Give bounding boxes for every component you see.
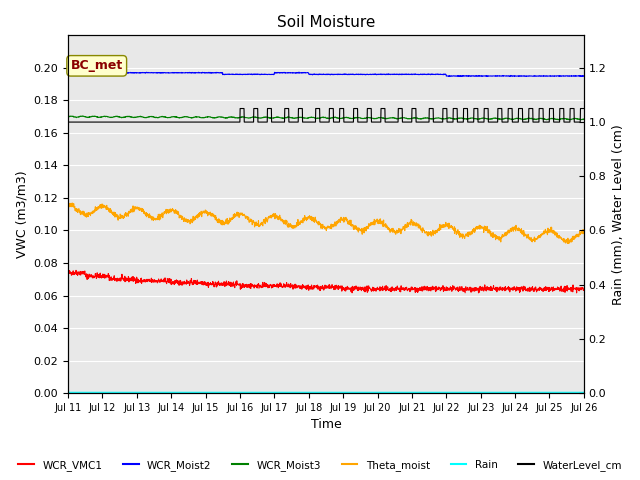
WCR_VMC1 — [573, 290, 580, 296]
WCR_VMC1 — [580, 287, 588, 293]
WCR_Moist2 — [580, 73, 588, 79]
Theta_moist — [470, 228, 478, 234]
Theta_moist — [316, 220, 323, 226]
WCR_Moist3 — [566, 117, 573, 122]
Rain — [565, 389, 573, 395]
WCR_VMC1 — [470, 286, 478, 292]
Theta_moist — [566, 238, 573, 243]
WCR_Moist2 — [316, 71, 323, 77]
WaterLevel_cm — [316, 106, 323, 111]
WaterLevel_cm — [301, 119, 309, 125]
WCR_Moist3 — [555, 117, 563, 123]
Line: WCR_Moist2: WCR_Moist2 — [68, 67, 584, 76]
Theta_moist — [565, 240, 573, 246]
Theta_moist — [68, 200, 76, 206]
Text: BC_met: BC_met — [70, 60, 123, 72]
WCR_Moist3 — [580, 116, 588, 122]
WCR_Moist3 — [79, 113, 86, 119]
WaterLevel_cm — [565, 119, 573, 125]
WCR_Moist3 — [470, 116, 478, 121]
Rain — [64, 389, 72, 395]
Legend: WCR_VMC1, WCR_Moist2, WCR_Moist3, Theta_moist, Rain, WaterLevel_cm: WCR_VMC1, WCR_Moist2, WCR_Moist3, Theta_… — [14, 456, 626, 475]
WCR_VMC1 — [64, 269, 72, 275]
Rain — [470, 389, 478, 395]
Theta_moist — [564, 240, 572, 246]
WCR_VMC1 — [565, 286, 573, 291]
Line: WCR_Moist3: WCR_Moist3 — [68, 116, 584, 120]
WCR_Moist2 — [91, 69, 99, 74]
Line: Theta_moist: Theta_moist — [68, 203, 584, 243]
Rain — [580, 389, 588, 395]
Title: Soil Moisture: Soil Moisture — [276, 15, 375, 30]
WCR_Moist2 — [301, 70, 309, 76]
Y-axis label: Rain (mm), Water Level (cm): Rain (mm), Water Level (cm) — [612, 124, 625, 305]
WaterLevel_cm — [236, 106, 244, 111]
WaterLevel_cm — [64, 119, 72, 125]
WCR_VMC1 — [72, 267, 80, 273]
WaterLevel_cm — [470, 106, 478, 111]
Line: WCR_VMC1: WCR_VMC1 — [68, 270, 584, 293]
WCR_Moist3 — [64, 114, 72, 120]
X-axis label: Time: Time — [310, 419, 341, 432]
WCR_VMC1 — [301, 283, 309, 289]
WCR_Moist3 — [316, 116, 323, 121]
WaterLevel_cm — [580, 106, 588, 111]
Rain — [564, 389, 572, 395]
WCR_Moist2 — [566, 73, 573, 79]
Line: WaterLevel_cm: WaterLevel_cm — [68, 108, 584, 122]
WaterLevel_cm — [90, 119, 98, 125]
Theta_moist — [64, 203, 72, 209]
WCR_Moist2 — [73, 64, 81, 70]
WCR_Moist3 — [565, 117, 573, 122]
WCR_Moist2 — [471, 73, 479, 79]
WaterLevel_cm — [565, 119, 573, 125]
Y-axis label: VWC (m3/m3): VWC (m3/m3) — [15, 170, 28, 258]
WCR_Moist2 — [446, 73, 454, 79]
Rain — [301, 389, 309, 395]
WCR_VMC1 — [316, 286, 323, 291]
WCR_Moist2 — [64, 65, 72, 71]
Rain — [90, 389, 98, 395]
Theta_moist — [91, 207, 99, 213]
WCR_Moist2 — [565, 73, 573, 79]
Rain — [315, 389, 323, 395]
WCR_VMC1 — [91, 274, 99, 280]
WCR_Moist3 — [91, 113, 99, 119]
WCR_VMC1 — [565, 287, 573, 292]
WCR_Moist3 — [301, 115, 309, 121]
Theta_moist — [580, 227, 588, 233]
Theta_moist — [301, 215, 309, 221]
